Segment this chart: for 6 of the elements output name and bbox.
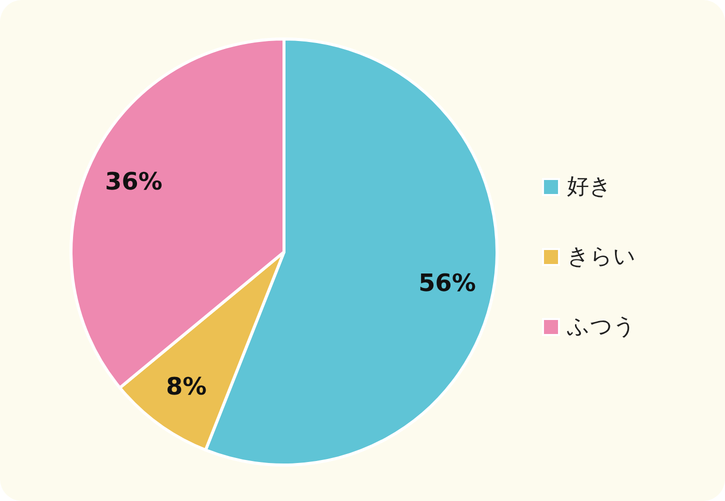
legend-label: きらい [567, 244, 636, 270]
legend-label: ふつう [566, 314, 636, 340]
legend-label: 好き [567, 174, 612, 200]
data-label: 56% [418, 269, 476, 298]
data-label: 36% [104, 167, 162, 196]
data-label: 8% [166, 372, 207, 400]
